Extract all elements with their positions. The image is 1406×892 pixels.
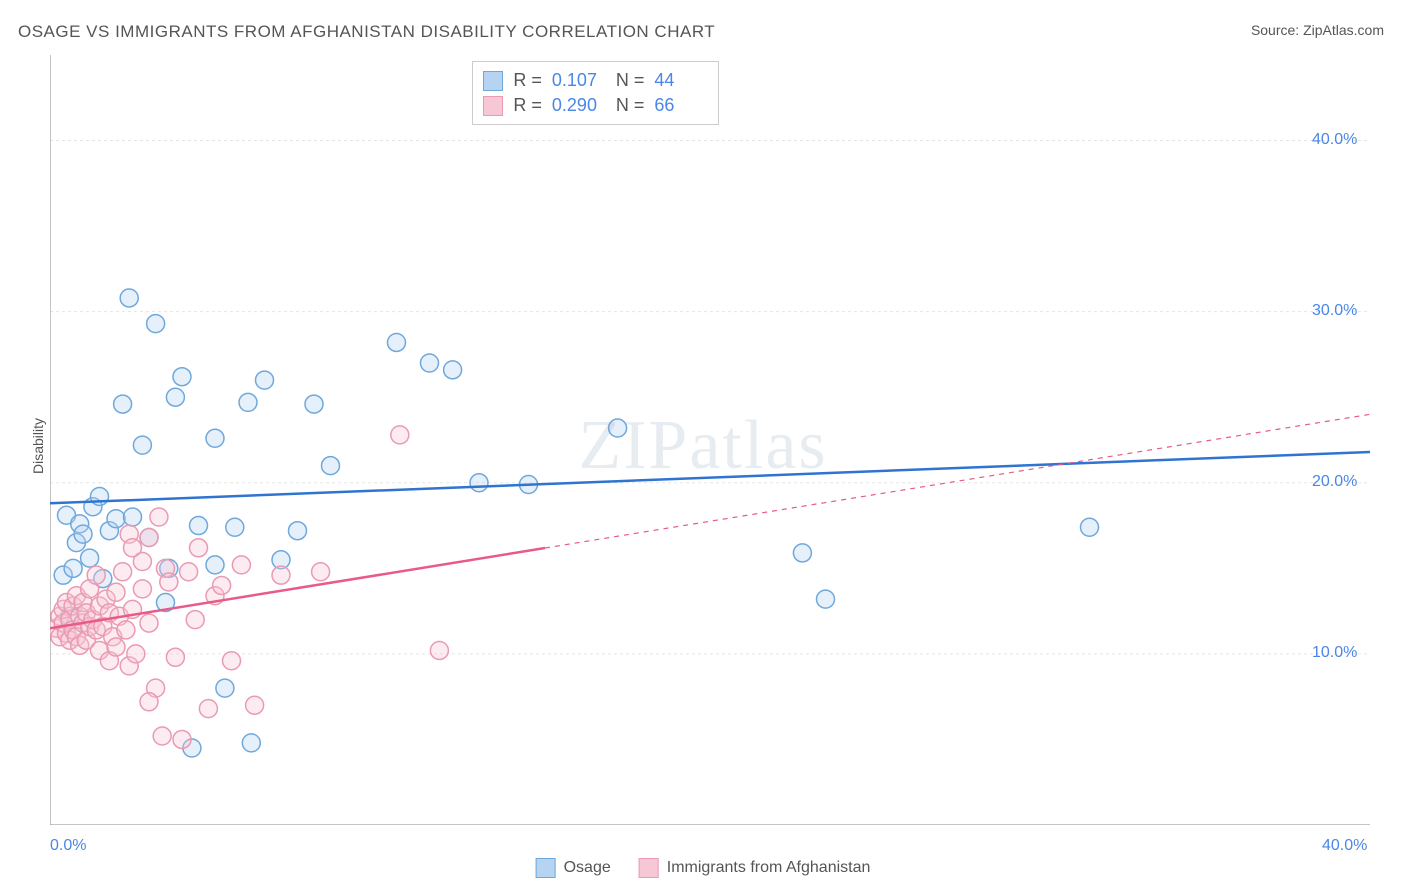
data-point-afghan <box>127 645 145 663</box>
data-point-afghan <box>213 576 231 594</box>
data-point-afghan <box>186 611 204 629</box>
data-point-osage <box>256 371 274 389</box>
data-point-osage <box>421 354 439 372</box>
data-point-osage <box>470 474 488 492</box>
data-point-afghan <box>190 539 208 557</box>
data-point-afghan <box>199 700 217 718</box>
data-point-afghan <box>150 508 168 526</box>
chart-title: OSAGE VS IMMIGRANTS FROM AFGHANISTAN DIS… <box>18 22 715 42</box>
data-point-osage <box>206 429 224 447</box>
data-point-osage <box>388 333 406 351</box>
stats-r-value: 0.107 <box>552 70 606 91</box>
legend-label-afghan: Immigrants from Afghanistan <box>667 859 871 877</box>
data-point-afghan <box>173 730 191 748</box>
legend-item-afghan: Immigrants from Afghanistan <box>639 858 871 878</box>
x-tick-label: 0.0% <box>50 837 86 855</box>
data-point-osage <box>114 395 132 413</box>
y-tick-label: 10.0% <box>1312 644 1357 662</box>
data-point-afghan <box>272 566 290 584</box>
scatter-plot <box>50 55 1370 825</box>
data-point-osage <box>81 549 99 567</box>
legend-swatch-osage <box>536 858 556 878</box>
data-point-osage <box>74 525 92 543</box>
data-point-osage <box>609 419 627 437</box>
stats-r-value: 0.290 <box>552 95 606 116</box>
data-point-osage <box>793 544 811 562</box>
data-point-osage <box>289 522 307 540</box>
stats-swatch-osage <box>483 71 503 91</box>
data-point-osage <box>239 393 257 411</box>
data-point-afghan <box>232 556 250 574</box>
source-attribution: Source: ZipAtlas.com <box>1251 22 1384 38</box>
data-point-afghan <box>87 566 105 584</box>
stats-swatch-afghan <box>483 96 503 116</box>
stats-n-value: 66 <box>654 95 708 116</box>
data-point-osage <box>147 315 165 333</box>
data-point-afghan <box>153 727 171 745</box>
data-point-afghan <box>107 638 125 656</box>
data-point-afghan <box>107 583 125 601</box>
data-point-afghan <box>180 563 198 581</box>
data-point-osage <box>190 517 208 535</box>
stats-n-label: N = <box>616 95 645 116</box>
source-prefix: Source: <box>1251 22 1303 38</box>
stats-r-label: R = <box>513 95 542 116</box>
series-legend: Osage Immigrants from Afghanistan <box>536 858 871 878</box>
data-point-afghan <box>133 552 151 570</box>
data-point-afghan <box>223 652 241 670</box>
data-point-afghan <box>312 563 330 581</box>
data-point-afghan <box>114 563 132 581</box>
data-point-osage <box>64 559 82 577</box>
data-point-afghan <box>133 580 151 598</box>
data-point-osage <box>226 518 244 536</box>
y-tick-label: 20.0% <box>1312 473 1357 491</box>
data-point-osage <box>216 679 234 697</box>
stats-legend: R = 0.107 N = 44 R = 0.290 N = 66 <box>472 61 719 125</box>
data-point-osage <box>124 508 142 526</box>
x-tick-label: 40.0% <box>1322 837 1367 855</box>
stats-row-afghan: R = 0.290 N = 66 <box>483 93 708 118</box>
data-point-osage <box>305 395 323 413</box>
y-axis-label: Disability <box>30 418 46 474</box>
data-point-osage <box>166 388 184 406</box>
legend-item-osage: Osage <box>536 858 611 878</box>
data-point-afghan <box>140 529 158 547</box>
legend-swatch-afghan <box>639 858 659 878</box>
y-tick-label: 30.0% <box>1312 302 1357 320</box>
data-point-osage <box>206 556 224 574</box>
data-point-osage <box>444 361 462 379</box>
data-point-osage <box>817 590 835 608</box>
trend-line-afghan-extrapolated <box>545 414 1370 548</box>
data-point-osage <box>1081 518 1099 536</box>
stats-row-osage: R = 0.107 N = 44 <box>483 68 708 93</box>
source-name: ZipAtlas.com <box>1303 22 1384 38</box>
data-point-afghan <box>140 693 158 711</box>
data-point-osage <box>120 289 138 307</box>
data-point-osage <box>242 734 260 752</box>
data-point-afghan <box>160 573 178 591</box>
data-point-afghan <box>430 641 448 659</box>
data-point-afghan <box>246 696 264 714</box>
data-point-afghan <box>391 426 409 444</box>
y-tick-label: 40.0% <box>1312 131 1357 149</box>
data-point-osage <box>173 368 191 386</box>
stats-n-value: 44 <box>654 70 708 91</box>
data-point-afghan <box>117 621 135 639</box>
data-point-afghan <box>166 648 184 666</box>
stats-r-label: R = <box>513 70 542 91</box>
stats-n-label: N = <box>616 70 645 91</box>
data-point-osage <box>133 436 151 454</box>
data-point-afghan <box>140 614 158 632</box>
data-point-osage <box>322 457 340 475</box>
trend-line-osage <box>50 452 1370 503</box>
data-point-osage <box>107 510 125 528</box>
legend-label-osage: Osage <box>564 859 611 877</box>
